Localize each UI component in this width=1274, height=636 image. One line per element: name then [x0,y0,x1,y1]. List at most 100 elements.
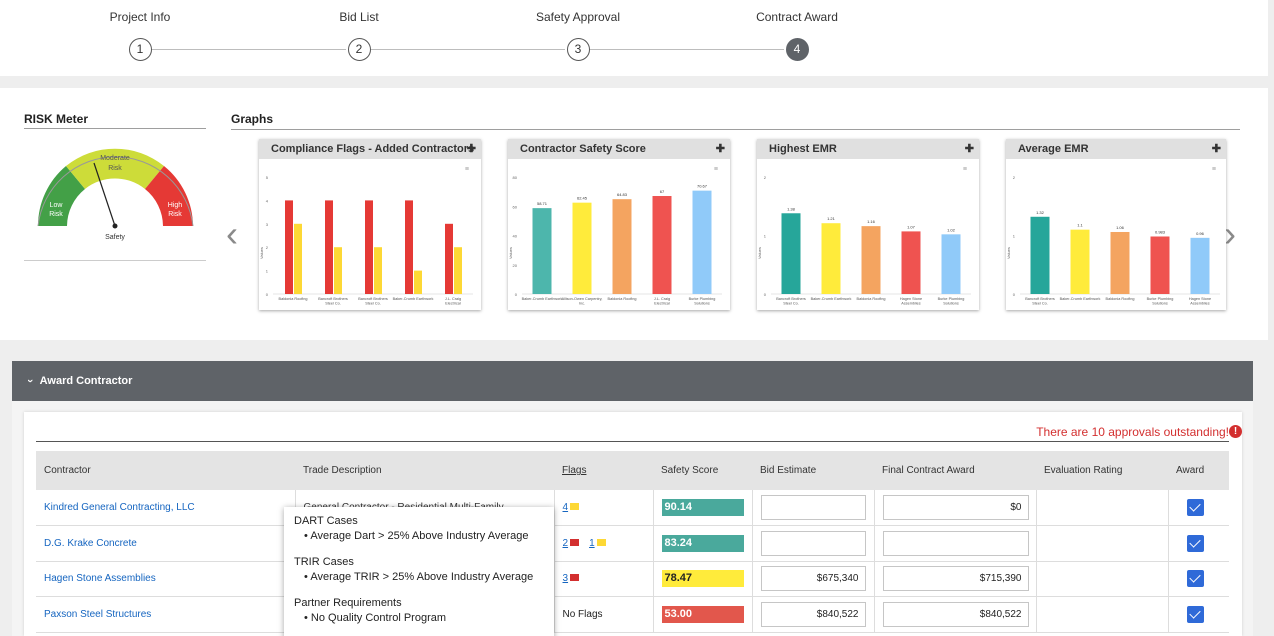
final-award-input[interactable]: $715,390 [882,566,1029,592]
step-label: Safety Approval [535,10,621,24]
data-label: 1.02 [947,227,956,232]
col-final-contract-award[interactable]: Final Contract Award [874,451,1036,490]
data-label: 62.45 [577,196,588,201]
yellow-flag-count[interactable]: 4 [562,502,569,513]
col-evaluation-rating[interactable]: Evaluation Rating [1036,451,1168,490]
chart-card-average-emr: Average EMR ✚ ≡ 0 1 2 Values 1.32 Bancroft Brot… [1006,139,1226,310]
x-tick-label: Bancroft Brothers Steel Co. [318,297,348,306]
step-contract-award[interactable]: Contract Award 4 [727,0,867,61]
chart-menu-icon: ≡ [1212,166,1216,173]
evaluation-rating [1035,490,1169,526]
award-checkbox[interactable] [1186,570,1204,588]
col-trade-description[interactable]: Trade Description [295,451,554,490]
divider [24,128,206,129]
final-award-input[interactable]: $840,522 [882,601,1029,627]
step-safety-approval[interactable]: Safety Approval 3 [508,0,648,61]
x-tick-label: Bancroft Brothers Steel Co. [358,297,388,306]
expand-arrows-icon[interactable]: ✚ [1211,143,1221,155]
bid-estimate-input[interactable] [760,495,866,520]
award-checkbox[interactable] [1186,534,1204,552]
y-tick-label: 0 [764,292,767,297]
chart-bar [454,247,462,294]
section-title: Award Contractor [39,375,133,387]
expand-arrows-icon[interactable]: ✚ [964,143,974,155]
step-label: Contract Award [756,10,838,24]
x-tick-label: Burke Plumbing Solutions [1147,297,1174,306]
data-label: 58.71 [537,201,548,206]
step-bid-list[interactable]: Bid List 2 [289,0,429,61]
step-label: Bid List [339,10,379,24]
y-tick-label: 60 [513,204,518,209]
chart-card-compliance-flags: Compliance Flags - Added Contractors ✚ ≡ 0… [259,139,481,310]
y-tick-label: 1 [266,269,269,274]
evaluation-rating [1035,525,1169,562]
x-tick-label: Bancroft Brothers Steel Co. [1025,297,1055,306]
progress-stepper: Project Info 1 Bid List 2 Safety Approva… [0,0,1268,76]
final-award-input[interactable] [882,530,1029,556]
yellow-flag-icon [570,503,580,510]
col-safety-score[interactable]: Safety Score [653,451,752,490]
chart-title: Contractor Safety Score [520,143,646,155]
x-tick-label: Baldonia Roofing [279,297,308,301]
info-icon[interactable]: ! [1229,425,1242,438]
col-bid-estimate[interactable]: Bid Estimate [752,451,874,490]
chart-title: Highest EMR [769,143,837,155]
chart-svg: ≡ 0 20 40 60 80 Values 58.71 Baker-Crumb Earthwo… [508,166,722,306]
bid-estimate-input[interactable] [760,530,866,556]
red-flag-count[interactable]: 3 [562,573,569,585]
chart-bar [692,190,712,294]
step-project-info[interactable]: Project Info 1 [70,0,210,61]
divider [24,260,206,261]
data-label: 1.07 [907,224,916,229]
x-tick-label: Allison-Owen Carpentry, Inc. [562,297,603,306]
chart-title: Compliance Flags - Added Contractors [271,143,475,155]
bid-estimate-input[interactable]: $840,522 [760,601,866,627]
col-contractor[interactable]: Contractor [36,451,295,490]
yellow-flag-count[interactable]: 1 [589,537,595,549]
y-tick-label: 40 [513,234,518,239]
x-tick-label: Baker-Crumb Earthwork [811,297,852,301]
award-checkbox[interactable] [1186,499,1204,516]
tooltip-heading: DART Cases [294,515,358,527]
chevron-left-icon[interactable]: ‹ [226,213,238,254]
expand-arrows-icon[interactable]: ✚ [466,143,476,155]
chart-bar [1150,236,1170,294]
x-tick-label: Baker-Crumb Earthwork [393,297,434,301]
table-row: D.G. Krake Concrete 2 1 83.24 [36,525,1229,562]
data-label: 64.83 [617,192,628,197]
contractor-link[interactable]: Kindred General Contracting, LLC [44,502,195,513]
chevron-right-icon[interactable]: › [1224,213,1236,254]
award-table: Contractor Trade Description Flags Safet… [36,451,1229,633]
step-number: 1 [128,38,152,61]
chart-bar [365,200,373,294]
col-flags[interactable]: Flags [554,451,653,490]
red-flag-count[interactable]: 2 [562,537,569,549]
tooltip-item: No Quality Control Program [294,612,544,624]
award-contractor-header[interactable]: › Award Contractor [12,361,1253,401]
y-tick-label: 80 [513,175,518,180]
award-checkbox[interactable] [1186,605,1204,623]
x-tick-label: Baker-Crumb Earthwork [1060,297,1101,301]
chart-svg: ≡ 0 1 2 Values 1.38 Bancroft Brothers Steel Co.… [757,166,971,306]
table-row: Paxson Steel Structures No Flags 53.00 $… [36,596,1229,633]
col-award[interactable]: Award [1168,451,1229,490]
data-label: 1.16 [867,219,876,224]
expand-arrows-icon[interactable]: ✚ [715,143,725,155]
y-axis-label: Values [259,247,264,259]
final-award-input[interactable]: $0 [882,495,1029,520]
y-tick-label: 0 [266,292,269,297]
chart-bar [652,196,672,294]
divider [231,129,1240,130]
bid-estimate-input[interactable]: $675,340 [760,566,866,592]
y-tick-label: 20 [513,263,518,268]
y-tick-label: 1 [1013,234,1016,239]
y-tick-label: 0 [1013,292,1016,297]
x-tick-label: Burke Plumbing Solutions [938,297,965,306]
contractor-link[interactable]: D.G. Krake Concrete [44,537,137,549]
outstanding-approvals-text: There are 10 approvals outstanding! [1036,425,1229,439]
contractor-link[interactable]: Paxson Steel Structures [44,608,152,620]
contractor-link[interactable]: Hagen Stone Assemblies [44,573,156,585]
y-tick-label: 2 [266,245,269,250]
tooltip-item: Average TRIR > 25% Above Industry Averag… [294,571,544,583]
stepper-connector [371,49,565,50]
